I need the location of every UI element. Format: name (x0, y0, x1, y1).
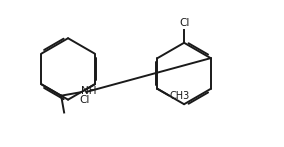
Text: NH: NH (81, 86, 97, 96)
Text: CH3: CH3 (170, 91, 190, 101)
Text: Cl: Cl (179, 17, 189, 27)
Text: Cl: Cl (79, 95, 89, 105)
